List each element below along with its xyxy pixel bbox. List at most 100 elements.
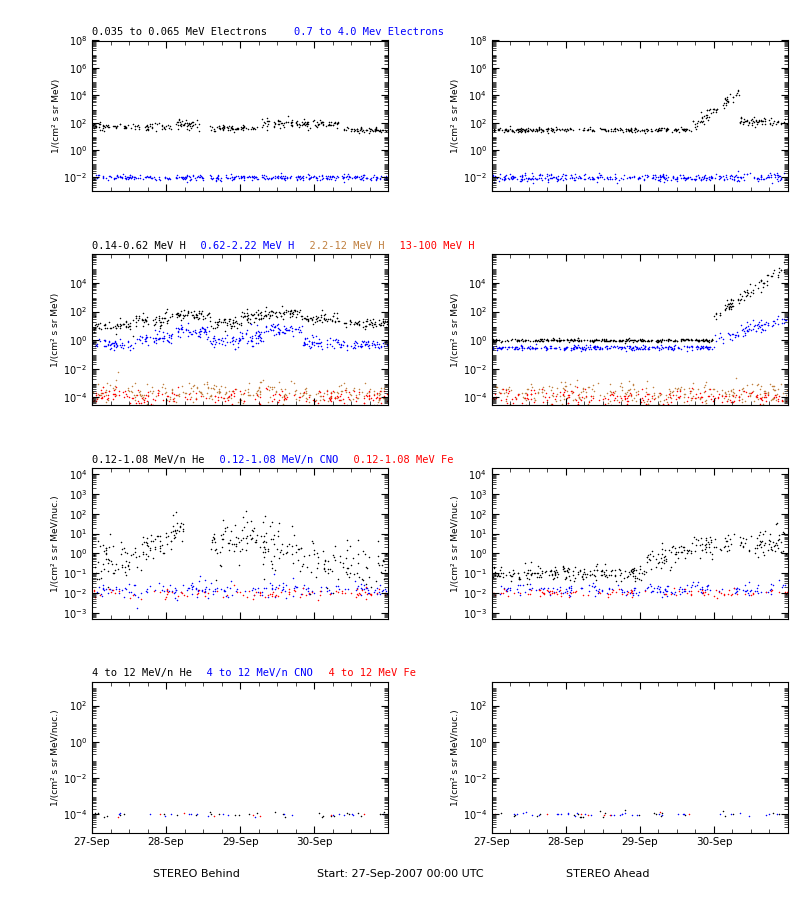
Point — [747, 283, 760, 297]
Point — [102, 586, 115, 600]
Point — [306, 335, 318, 349]
Point — [126, 168, 138, 183]
Point — [268, 114, 281, 129]
Point — [676, 122, 689, 136]
Point — [562, 806, 574, 820]
Point — [734, 170, 747, 184]
Point — [599, 334, 612, 348]
Point — [210, 120, 223, 134]
Point — [89, 319, 102, 333]
Point — [525, 340, 538, 355]
Point — [514, 125, 527, 140]
Point — [703, 332, 716, 347]
Point — [228, 122, 241, 137]
Point — [351, 555, 364, 570]
Point — [257, 535, 270, 549]
Point — [164, 392, 177, 407]
Point — [345, 388, 358, 402]
Point — [166, 508, 179, 522]
Point — [102, 334, 115, 348]
Point — [623, 339, 636, 354]
Point — [122, 320, 134, 334]
Point — [678, 170, 690, 184]
Point — [284, 304, 297, 319]
Point — [324, 391, 337, 405]
Point — [252, 307, 265, 321]
Point — [618, 388, 631, 402]
Point — [256, 557, 269, 572]
Point — [632, 585, 645, 599]
Point — [123, 339, 136, 354]
Point — [741, 288, 754, 302]
Point — [780, 587, 793, 601]
Point — [248, 588, 261, 602]
Point — [698, 117, 710, 131]
Point — [759, 524, 772, 538]
Point — [302, 117, 314, 131]
Point — [546, 388, 558, 402]
Point — [99, 118, 112, 132]
Point — [536, 124, 549, 139]
Point — [558, 123, 570, 138]
Point — [647, 580, 660, 595]
Point — [751, 170, 764, 184]
Point — [743, 166, 756, 180]
Point — [278, 320, 290, 334]
Point — [511, 566, 524, 580]
Point — [330, 310, 343, 325]
Point — [562, 391, 574, 405]
Point — [586, 124, 598, 139]
Point — [266, 515, 278, 529]
Point — [657, 585, 670, 599]
Point — [105, 340, 118, 355]
Point — [202, 307, 214, 321]
Point — [223, 312, 236, 327]
Point — [729, 390, 742, 404]
Point — [625, 124, 638, 139]
Point — [691, 382, 704, 397]
Point — [507, 169, 520, 184]
Point — [747, 587, 760, 601]
Point — [610, 338, 623, 353]
Point — [230, 316, 243, 330]
Point — [659, 583, 672, 598]
Point — [302, 334, 315, 348]
Point — [194, 324, 206, 338]
Point — [238, 171, 250, 185]
Point — [499, 123, 512, 138]
Point — [141, 122, 154, 137]
Point — [371, 171, 384, 185]
Point — [214, 545, 226, 560]
Point — [608, 391, 621, 405]
Point — [131, 560, 144, 574]
Point — [777, 386, 790, 400]
Point — [562, 562, 575, 576]
Point — [595, 333, 608, 347]
Point — [499, 172, 512, 186]
Point — [95, 564, 108, 579]
Point — [720, 93, 733, 107]
Point — [310, 115, 323, 130]
Point — [242, 308, 254, 322]
Point — [141, 118, 154, 132]
Point — [306, 336, 318, 350]
Point — [538, 586, 550, 600]
Point — [502, 333, 514, 347]
Point — [582, 169, 595, 184]
Point — [778, 578, 791, 592]
Point — [271, 394, 284, 409]
Point — [244, 329, 257, 344]
Y-axis label: 1/(cm² s sr MeV/nuc.): 1/(cm² s sr MeV/nuc.) — [451, 495, 460, 591]
Point — [490, 170, 502, 184]
Point — [338, 316, 350, 330]
Point — [86, 119, 98, 133]
Point — [616, 122, 629, 137]
Point — [182, 168, 195, 183]
Point — [621, 393, 634, 408]
Point — [703, 335, 716, 349]
Point — [333, 581, 346, 596]
Point — [370, 173, 382, 187]
Point — [641, 394, 654, 409]
Point — [140, 314, 153, 328]
Point — [776, 394, 789, 409]
